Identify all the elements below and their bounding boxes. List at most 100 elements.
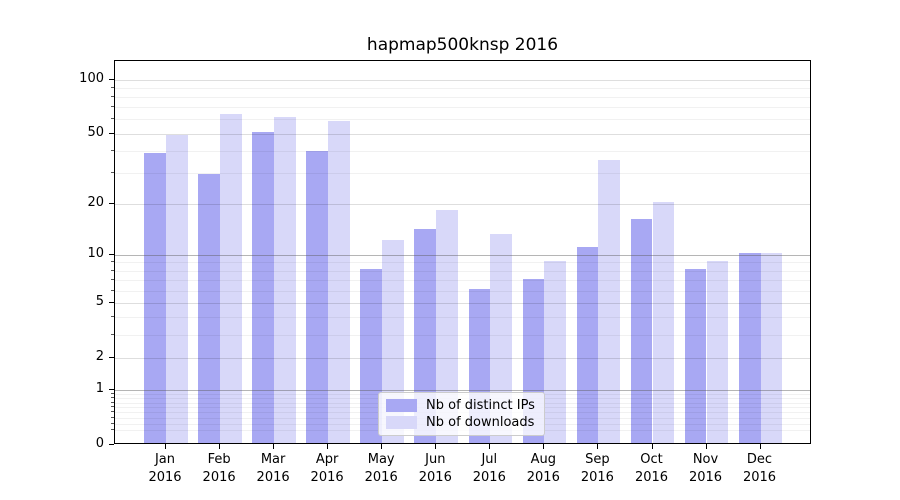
y-tick-mark-20 bbox=[109, 202, 114, 204]
x-tick-label-oct: Oct 2016 bbox=[634, 452, 669, 485]
y-tick-mark-minor bbox=[111, 411, 114, 413]
x-tick-mark-dec bbox=[759, 444, 761, 449]
chart-title: hapmap500knsp 2016 bbox=[366, 35, 559, 55]
bar-distinct-ips-may bbox=[360, 269, 383, 443]
bar-downloads-dec bbox=[760, 253, 783, 443]
y-tick-mark-minor bbox=[111, 106, 114, 108]
y-tick-mark-100 bbox=[109, 78, 114, 80]
plot-area bbox=[114, 60, 811, 444]
bar-distinct-ips-jun bbox=[414, 228, 437, 443]
bar-downloads-jun bbox=[436, 210, 459, 443]
y-tick-label-2: 2 bbox=[95, 348, 104, 364]
gridline-5 bbox=[115, 302, 810, 304]
y-tick-label-1: 1 bbox=[95, 380, 104, 396]
x-tick-label-jun: Jun 2016 bbox=[418, 452, 452, 485]
y-tick-mark-minor bbox=[111, 422, 114, 424]
gridline-minor bbox=[115, 334, 810, 336]
bar-distinct-ips-sep bbox=[576, 246, 599, 443]
y-tick-mark-50 bbox=[109, 132, 114, 134]
y-tick-mark-minor bbox=[111, 261, 114, 263]
gridline-minor bbox=[115, 107, 810, 109]
x-tick-mark-mar bbox=[273, 444, 275, 449]
x-tick-label-mar: Mar 2016 bbox=[256, 452, 290, 485]
bar-downloads-jan bbox=[166, 135, 188, 443]
legend-label-distinct-ips: Nb of distinct IPs bbox=[426, 398, 535, 413]
x-tick-mark-nov bbox=[705, 444, 707, 449]
y-tick-mark-minor bbox=[111, 397, 114, 398]
y-tick-mark-minor bbox=[111, 149, 114, 151]
x-tick-mark-aug bbox=[543, 444, 545, 449]
bar-downloads-sep bbox=[598, 159, 621, 443]
legend-item-distinct-ips: Nb of distinct IPs bbox=[386, 397, 535, 414]
y-tick-mark-minor bbox=[111, 118, 114, 120]
y-tick-label-10: 10 bbox=[87, 245, 104, 261]
y-tick-label-20: 20 bbox=[87, 194, 104, 210]
y-tick-label-5: 5 bbox=[95, 293, 104, 309]
x-tick-mark-apr bbox=[327, 444, 329, 449]
y-tick-mark-5 bbox=[109, 301, 114, 303]
y-tick-mark-minor bbox=[111, 171, 114, 173]
y-tick-mark-10 bbox=[109, 253, 114, 255]
bar-distinct-ips-feb bbox=[198, 174, 221, 443]
gridline-minor bbox=[115, 150, 810, 152]
gridline-minor bbox=[115, 87, 810, 89]
gridline-minor bbox=[115, 119, 810, 121]
x-tick-label-jul: Jul 2016 bbox=[472, 452, 506, 485]
x-tick-label-jan: Jan 2016 bbox=[148, 452, 182, 485]
x-tick-label-feb: Feb 2016 bbox=[202, 452, 236, 485]
y-tick-mark-minor bbox=[111, 86, 114, 88]
bar-downloads-feb bbox=[220, 114, 242, 443]
x-tick-mark-may bbox=[381, 444, 383, 449]
bar-downloads-apr bbox=[328, 120, 350, 443]
bar-downloads-jul bbox=[490, 234, 513, 443]
y-tick-mark-0 bbox=[109, 443, 114, 445]
gridline-minor bbox=[115, 172, 810, 174]
gridline-minor bbox=[115, 97, 810, 98]
bar-distinct-ips-dec bbox=[738, 253, 761, 443]
x-tick-label-dec: Dec 2016 bbox=[742, 452, 777, 485]
gridline-minor bbox=[115, 317, 810, 319]
gridline-20 bbox=[115, 203, 810, 205]
bar-downloads-oct bbox=[652, 202, 675, 443]
gridline-minor bbox=[115, 280, 810, 281]
bar-downloads-aug bbox=[544, 260, 567, 443]
x-tick-mark-jul bbox=[489, 444, 491, 449]
y-tick-mark-minor bbox=[111, 401, 114, 403]
y-tick-label-100: 100 bbox=[79, 70, 104, 86]
bar-distinct-ips-oct bbox=[630, 218, 653, 443]
x-tick-mark-sep bbox=[597, 444, 599, 449]
x-tick-label-aug: Aug 2016 bbox=[526, 452, 560, 485]
bar-downloads-mar bbox=[274, 116, 296, 443]
bar-distinct-ips-jan bbox=[144, 153, 166, 443]
y-tick-mark-1 bbox=[109, 388, 114, 390]
gridline-100 bbox=[115, 79, 810, 81]
legend-swatch-distinct-ips bbox=[386, 399, 417, 412]
y-tick-mark-minor bbox=[111, 429, 114, 431]
bar-distinct-ips-apr bbox=[306, 151, 329, 443]
y-tick-label-50: 50 bbox=[87, 124, 104, 140]
x-tick-mark-feb bbox=[219, 444, 221, 449]
legend-item-downloads: Nb of downloads bbox=[386, 414, 535, 431]
gridline-2 bbox=[115, 357, 810, 359]
y-tick-mark-minor bbox=[111, 333, 114, 335]
y-tick-mark-minor bbox=[111, 392, 114, 394]
legend-swatch-downloads bbox=[386, 416, 417, 429]
bar-distinct-ips-mar bbox=[252, 132, 275, 443]
x-tick-label-may: May 2016 bbox=[364, 452, 398, 485]
gridline-1 bbox=[115, 389, 810, 391]
x-tick-label-apr: Apr 2016 bbox=[310, 452, 344, 485]
bar-downloads-nov bbox=[706, 260, 729, 443]
x-tick-mark-jun bbox=[435, 444, 437, 449]
y-tick-mark-2 bbox=[109, 356, 114, 358]
legend: Nb of distinct IPs Nb of downloads bbox=[378, 392, 545, 436]
y-tick-mark-minor bbox=[111, 316, 114, 318]
y-tick-mark-minor bbox=[111, 96, 114, 97]
bar-distinct-ips-nov bbox=[684, 269, 707, 443]
x-tick-mark-oct bbox=[651, 444, 653, 449]
y-tick-label-0: 0 bbox=[95, 435, 104, 451]
y-tick-mark-minor bbox=[111, 416, 114, 418]
x-tick-label-nov: Nov 2016 bbox=[688, 452, 723, 485]
y-tick-mark-minor bbox=[111, 269, 114, 271]
gridline-minor bbox=[115, 290, 810, 292]
